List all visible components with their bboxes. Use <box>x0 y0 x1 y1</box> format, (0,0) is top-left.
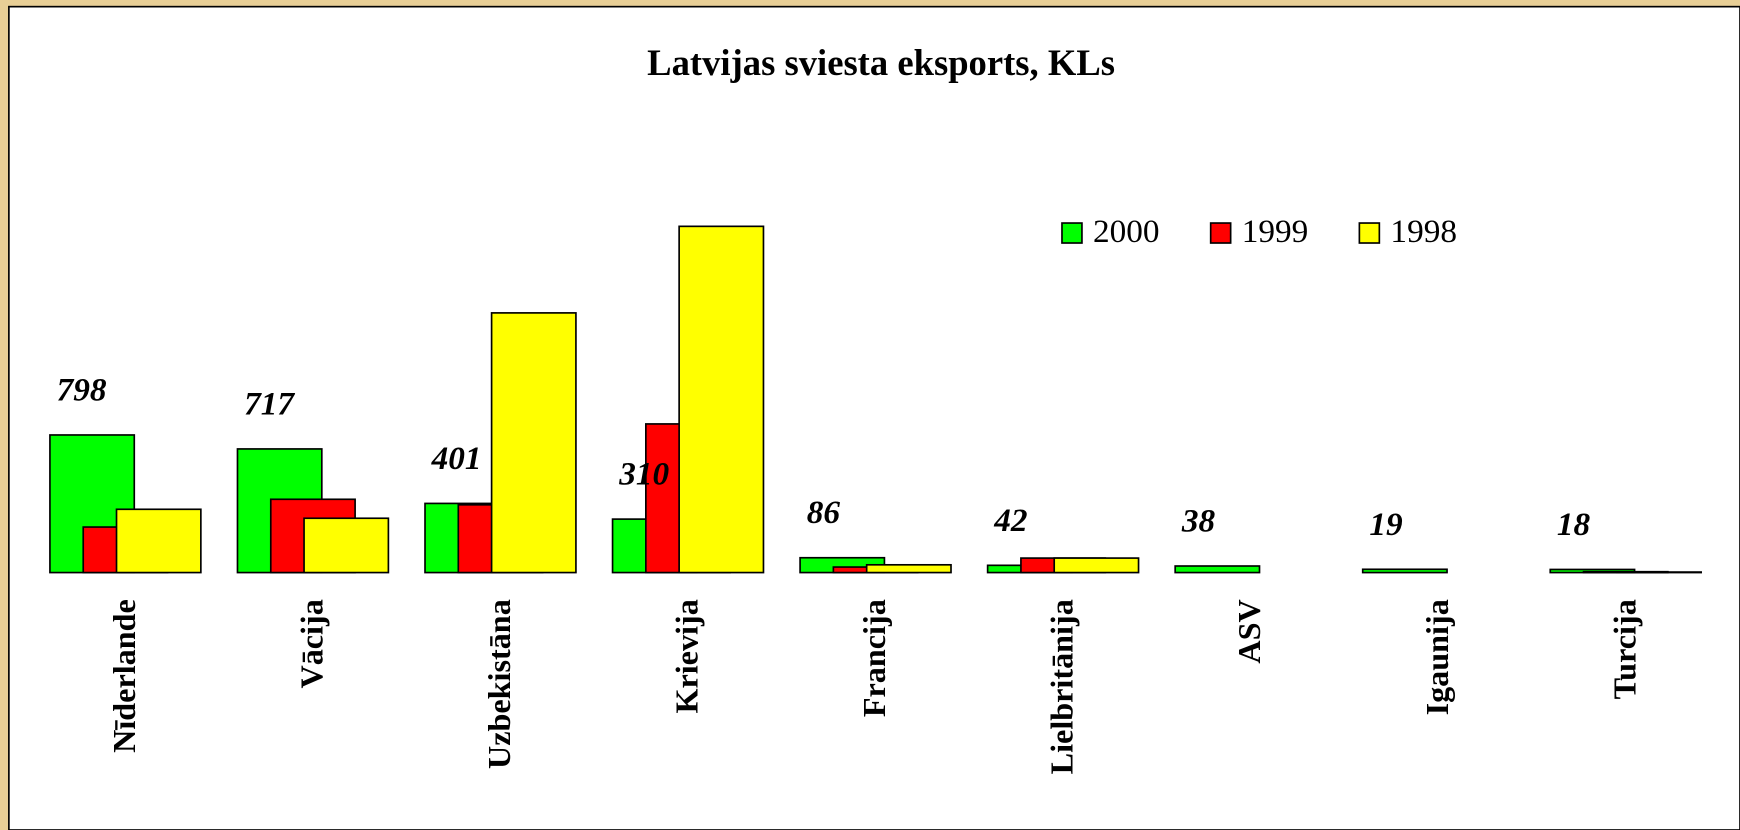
legend-swatch <box>1061 222 1083 244</box>
legend-label: 1999 <box>1242 213 1309 250</box>
data-label: 798 <box>57 371 107 408</box>
data-label: 38 <box>1181 502 1216 539</box>
legend-label: 2000 <box>1093 213 1160 250</box>
x-tick-label: Krievija <box>669 599 705 713</box>
bar <box>115 508 202 574</box>
x-tick-label: Francija <box>856 599 892 717</box>
x-tick-label: Nīderlande <box>106 599 142 753</box>
x-tick-label: Igaunija <box>1419 599 1455 715</box>
x-tick-label: ASV <box>1231 599 1267 663</box>
legend-swatch <box>1209 222 1232 244</box>
x-tick-label: Turcija <box>1606 599 1642 699</box>
x-tick-label: Vācija <box>294 599 330 688</box>
chart-title: Latvijas sviesta eksports, KLs <box>647 42 1115 83</box>
data-label: 42 <box>993 502 1027 539</box>
data-label: 401 <box>431 440 482 477</box>
bar <box>1361 568 1448 574</box>
bar <box>303 517 390 574</box>
data-label: 310 <box>618 456 669 493</box>
x-tick-label: Uzbekistāna <box>481 599 517 769</box>
bar <box>1174 565 1261 574</box>
data-label: 717 <box>244 385 295 422</box>
data-label: 86 <box>807 494 841 531</box>
data-label: 18 <box>1557 506 1591 543</box>
bar <box>490 312 577 574</box>
bar <box>678 225 765 574</box>
bar <box>1615 571 1702 574</box>
x-tick-label: Lielbritānija <box>1044 599 1080 774</box>
bar <box>1053 557 1140 574</box>
data-label: 19 <box>1369 506 1403 543</box>
bar <box>865 563 952 574</box>
legend-swatch <box>1358 222 1381 244</box>
legend-label: 1998 <box>1390 213 1457 250</box>
plot-panel <box>8 5 1740 830</box>
